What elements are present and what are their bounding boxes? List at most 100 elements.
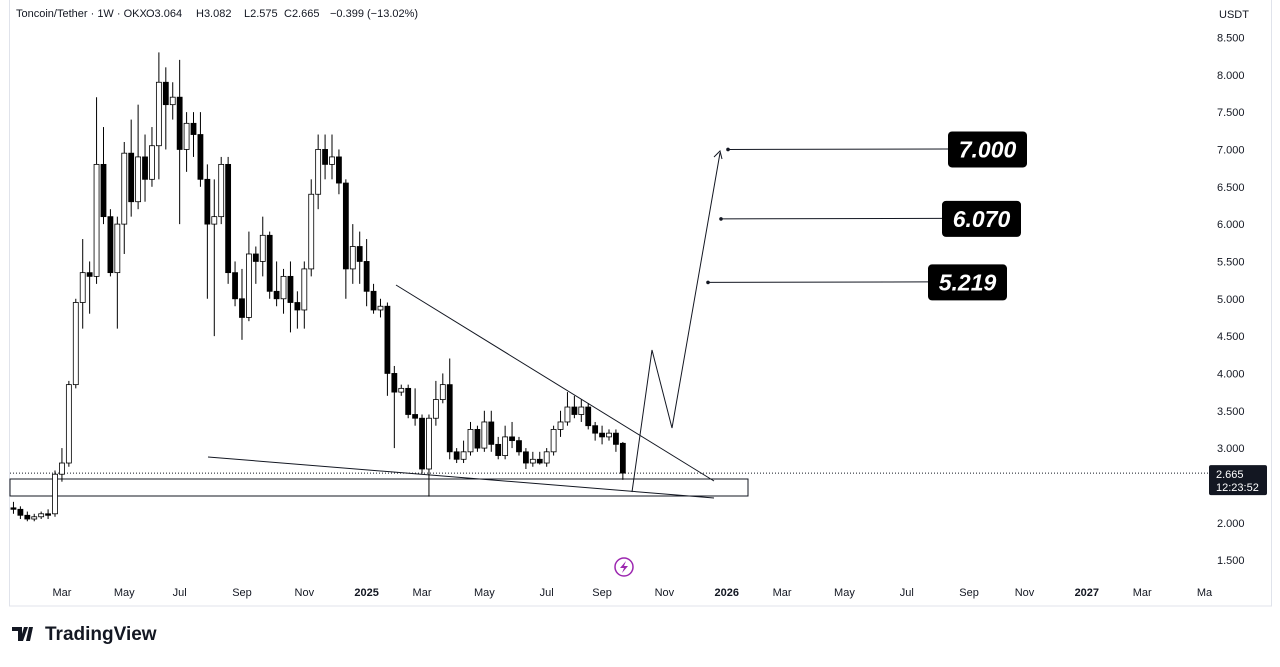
candle-body (79, 272, 86, 303)
x-tick-label: Sep (959, 587, 979, 599)
last-price-label: 2.665 (1216, 469, 1244, 481)
candle-body (190, 122, 197, 135)
candle-body (10, 507, 17, 510)
brand-name[interactable]: TradingView (45, 624, 157, 645)
candle-body (52, 473, 58, 515)
candle-body (315, 149, 322, 195)
candle-body (516, 440, 522, 453)
target-line (707, 281, 929, 283)
x-tick-label: Nov (1015, 587, 1035, 599)
candle-body (24, 514, 31, 520)
target-line (720, 217, 943, 220)
candle-body (72, 302, 79, 386)
candle-body (176, 96, 183, 150)
candle-body (509, 436, 515, 442)
candle-body (31, 516, 38, 520)
x-tick-label: Sep (232, 587, 252, 599)
candle-body (259, 234, 266, 262)
candle-body (246, 253, 252, 318)
candle-body (169, 96, 176, 106)
target-box (942, 200, 1021, 237)
candle-body (536, 458, 543, 464)
candle-body (592, 425, 599, 434)
y-tick-label: 7.000 (1217, 144, 1245, 156)
ohlc-label: −0.399 (−13.02%) (330, 8, 418, 20)
x-tick-label: Jul (540, 587, 554, 599)
candle-body (599, 432, 605, 438)
candle-body (578, 406, 585, 415)
y-tick-label: 3.000 (1217, 443, 1245, 455)
ohlc-label: O3.064 (146, 8, 182, 20)
candle-body (239, 298, 245, 318)
candle-body (183, 122, 190, 150)
target-label: 6.070 (953, 206, 1011, 232)
trendline (395, 284, 715, 482)
x-tick-label: Mar (773, 587, 792, 599)
alert-icon[interactable] (614, 557, 634, 577)
y-tick-label: 1.500 (1217, 555, 1245, 567)
ohlc-label: H3.082 (196, 8, 231, 20)
x-tick-label: May (474, 587, 495, 599)
brand[interactable]: TradingView (12, 624, 157, 645)
candle-body (155, 81, 162, 147)
candle-body (336, 156, 342, 184)
ohlc-label: L2.575 (244, 8, 278, 20)
candle-body (218, 163, 225, 218)
candle-body (59, 462, 65, 475)
candle-body (211, 216, 218, 225)
y-tick-label: 6.500 (1217, 182, 1245, 194)
candle-body (142, 156, 148, 180)
candle-body (543, 451, 550, 464)
candle-body (488, 421, 495, 445)
candle-body (225, 163, 232, 274)
candle-body (377, 305, 384, 311)
y-tick-label: 5.000 (1217, 294, 1245, 306)
candle-body (453, 451, 460, 460)
target-dot (706, 280, 710, 285)
last-price-tag (1209, 465, 1267, 496)
x-axis: Mar May Jul Sep Nov 2025 Mar May Jul Sep Nov 2026 Ma… (52, 587, 1213, 599)
candle-body (93, 163, 100, 277)
candle-body (613, 432, 619, 445)
y-tick-label: 5.500 (1217, 256, 1245, 268)
alert-bolt[interactable] (620, 561, 628, 573)
y-tick-label: 8.000 (1217, 70, 1245, 82)
y-tick-label: 4.000 (1217, 368, 1245, 380)
candle-body (86, 272, 93, 277)
candle-body (439, 384, 446, 400)
y-tick-label: 6.000 (1217, 219, 1245, 231)
candle-body (432, 399, 439, 419)
candles (10, 52, 626, 522)
candle-body (398, 387, 405, 393)
target-box (928, 264, 1007, 301)
candle-body (446, 384, 453, 453)
target-box (948, 131, 1027, 168)
x-tick-label: Jul (173, 587, 187, 599)
alert-circle[interactable] (614, 557, 634, 577)
candle-body (349, 246, 356, 270)
candle-body (273, 290, 280, 300)
candle-body (495, 443, 502, 456)
candle-body (523, 451, 529, 464)
candle-body (38, 513, 45, 518)
candle-body (301, 268, 308, 311)
candle-body (280, 275, 287, 300)
y-tick-label: 2.000 (1217, 518, 1245, 530)
y-tick-label: 7.500 (1217, 107, 1245, 119)
x-tick-label: Ma (1197, 587, 1213, 599)
x-tick-label: Jul (900, 587, 914, 599)
brand-logo[interactable] (12, 627, 33, 641)
x-tick-label: Nov (295, 587, 315, 599)
candle-body (550, 429, 557, 453)
x-tick-label: May (834, 587, 855, 599)
candle-body (460, 451, 467, 460)
candle-body (564, 406, 571, 423)
candle-body (121, 152, 128, 225)
candle-body (252, 253, 259, 262)
header: Toncoin/Tether · 1W · OKX (16, 8, 147, 20)
drawings (9, 150, 749, 499)
candle-body (17, 508, 24, 516)
candle-body (266, 234, 273, 292)
ohlc-label: C2.665 (284, 8, 319, 20)
